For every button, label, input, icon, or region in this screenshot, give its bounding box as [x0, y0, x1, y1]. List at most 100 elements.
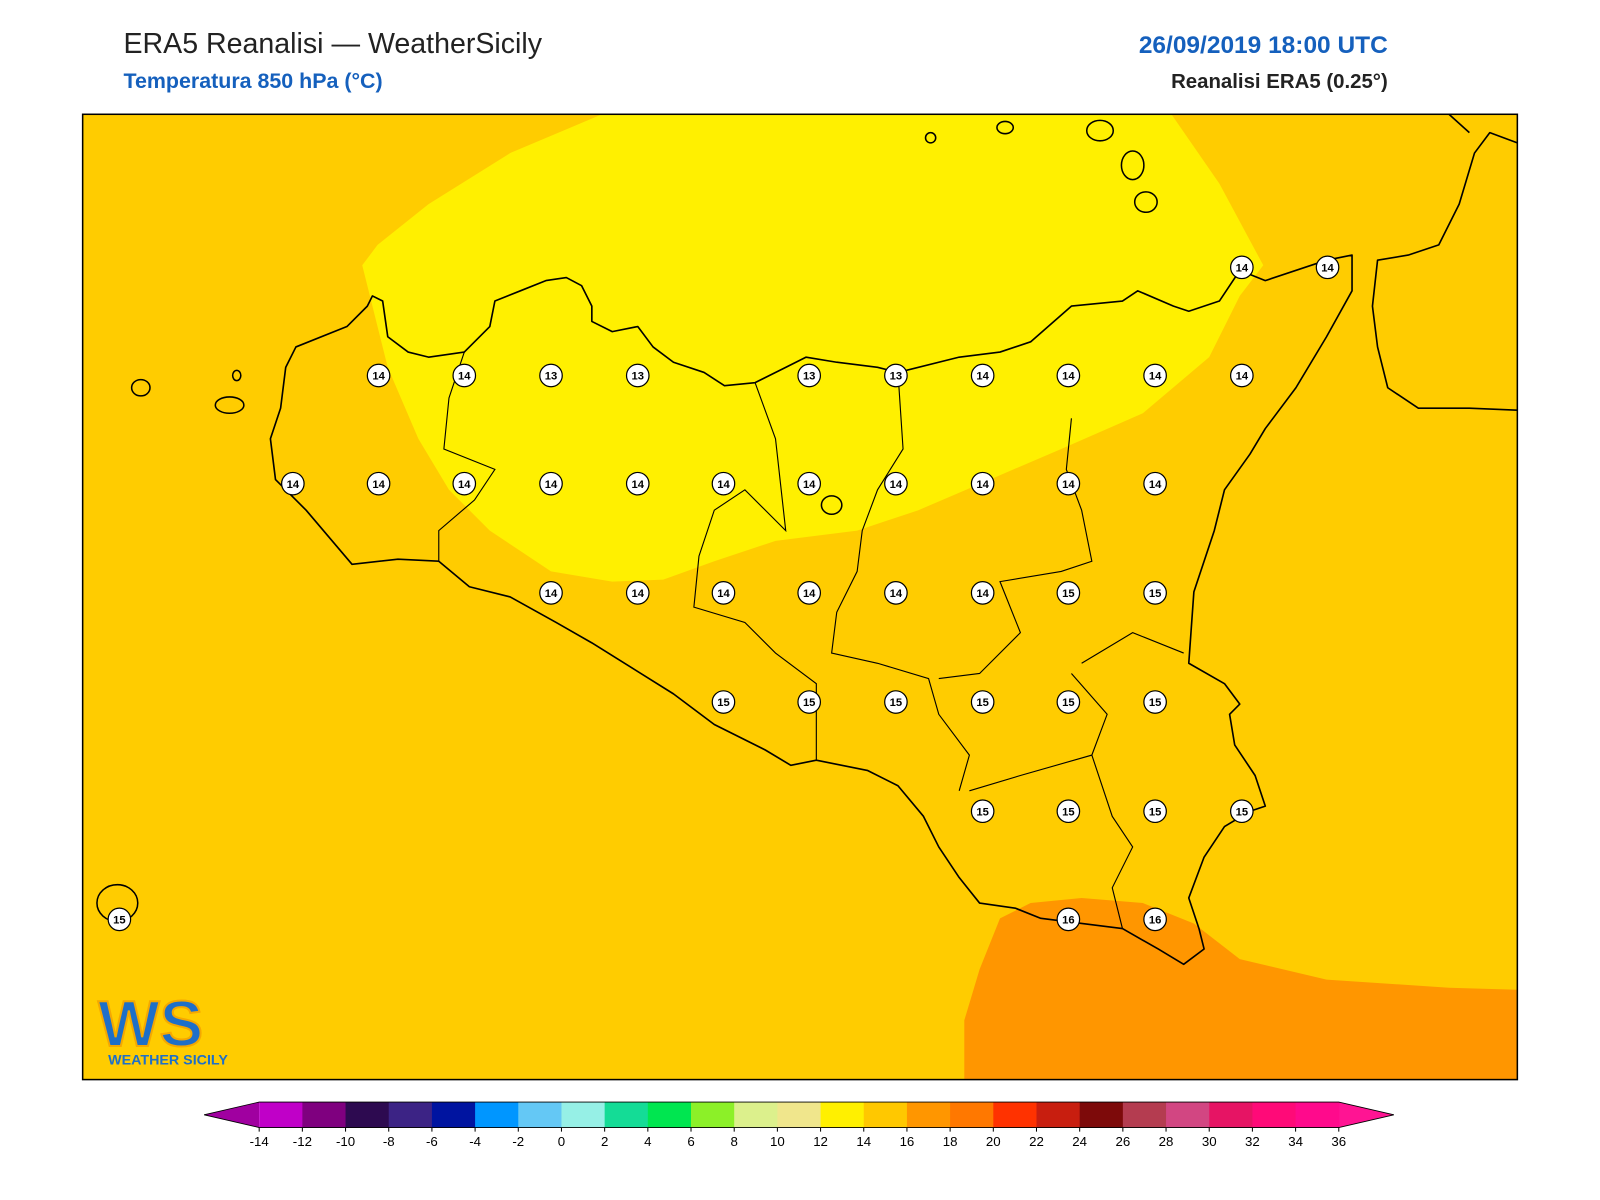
station-marker: [452, 363, 477, 388]
station-marker: [797, 581, 822, 605]
station-marker: [970, 471, 995, 496]
station-value: 14: [1149, 371, 1162, 383]
station-marker: [797, 471, 822, 496]
colorbar-tick-label: 18: [943, 1134, 958, 1149]
station-value: 14: [1149, 479, 1162, 491]
station-value: 14: [803, 588, 816, 600]
colorbar-tick-label: 34: [1288, 1134, 1303, 1149]
station-value: 14: [458, 479, 471, 491]
colorbar-tick-label: -8: [383, 1134, 395, 1149]
colorbar-segment: [388, 1102, 433, 1128]
station-value: 14: [1321, 262, 1334, 274]
colorbar-over: [1338, 1102, 1394, 1128]
station-value: 13: [803, 371, 815, 383]
station-value: 14: [717, 588, 730, 600]
station-marker: [1143, 907, 1167, 932]
colorbar-segment: [734, 1102, 778, 1128]
station-marker: [625, 363, 650, 388]
field-12-14: [362, 114, 1264, 582]
station-value: 13: [545, 371, 557, 383]
station-marker: [884, 690, 908, 714]
station-marker: [711, 581, 736, 605]
station-marker: [366, 363, 391, 388]
colorbar-tick-label: -6: [426, 1134, 438, 1149]
station-marker: [970, 363, 995, 388]
station-marker: [1056, 363, 1081, 388]
station-marker: [711, 690, 736, 714]
station-marker: [281, 471, 305, 496]
station-value: 15: [803, 697, 815, 709]
colorbar-segment: [1122, 1102, 1167, 1128]
colorbar-tick-label: 24: [1072, 1134, 1087, 1149]
station-marker: [1143, 471, 1167, 496]
colorbar-segment: [302, 1102, 347, 1128]
source: Reanalisi ERA5 (0.25°): [1171, 71, 1388, 93]
station-value: 14: [976, 588, 989, 600]
colorbar-tick-label: 30: [1202, 1134, 1217, 1149]
station-value: 15: [717, 697, 729, 709]
station-value: 14: [1062, 371, 1075, 383]
station-marker: [1056, 581, 1081, 605]
station-marker: [366, 471, 391, 496]
station-marker: [1230, 363, 1254, 388]
station-value: 15: [890, 697, 902, 709]
station-value: 14: [976, 371, 989, 383]
colorbar-tick-label: -4: [469, 1134, 481, 1149]
station-marker: [884, 581, 908, 605]
station-marker: [1230, 799, 1254, 824]
colorbar-tick-label: -10: [336, 1134, 355, 1149]
station-value: 14: [632, 479, 645, 491]
station-value: 14: [545, 479, 558, 491]
colorbar-segment: [691, 1102, 735, 1128]
datetime: 26/09/2019 18:00 UTC: [1139, 32, 1388, 59]
islands: [96, 119, 1158, 923]
station-value: 15: [1149, 588, 1161, 600]
coastline-sicily: [269, 254, 1353, 966]
map-frame: [81, 113, 1519, 1081]
station-marker: [970, 690, 995, 714]
station-marker: [970, 799, 995, 824]
colorbar-segment: [475, 1102, 519, 1128]
colorbar: -14 -12 -10 -8 -6 -4 -2 0 2 4 6 8 10 12 14 16 18 20 22 24 26…: [203, 1101, 1394, 1149]
coastline-calabria: [1371, 113, 1518, 412]
title: ERA5 Reanalisi — WeatherSicily: [123, 28, 542, 60]
station-value: 14: [1062, 479, 1075, 491]
station-marker: [625, 581, 650, 605]
station-value: 14: [976, 479, 989, 491]
station-marker: [1143, 690, 1167, 714]
station-marker: [797, 690, 822, 714]
colorbar-tick-label: 2: [601, 1134, 608, 1149]
province-borders: [438, 351, 1184, 929]
colorbar-tick-label: 4: [644, 1134, 651, 1149]
station-value: 14: [458, 371, 471, 383]
colorbar-under: [204, 1102, 260, 1128]
colorbar-segment: [1252, 1102, 1297, 1128]
station-value: 14: [545, 588, 558, 600]
station-value: 14: [1236, 262, 1249, 274]
colorbar-tick-label: -2: [512, 1134, 524, 1149]
station-marker: [1315, 255, 1340, 280]
station-marker: [797, 363, 822, 388]
colorbar-tick-label: 10: [770, 1134, 785, 1149]
colorbar-segment: [647, 1102, 692, 1128]
colorbar-segment: [950, 1102, 994, 1128]
station-marker: [539, 363, 563, 388]
colorbar-tick-label: 8: [731, 1134, 738, 1149]
station-marker: [1056, 471, 1081, 496]
colorbar-segment: [820, 1102, 865, 1128]
colorbar-segment: [431, 1102, 476, 1128]
colorbar-segment: [906, 1102, 951, 1128]
colorbar-tick-label: 32: [1245, 1134, 1260, 1149]
colorbar-segment: [777, 1102, 822, 1128]
colorbar-tick-label: -12: [293, 1134, 312, 1149]
station-value: 14: [890, 479, 903, 491]
colorbar-segment: [561, 1102, 606, 1128]
colorbar-segment: [604, 1102, 649, 1128]
station-value: 14: [372, 371, 385, 383]
colorbar-segment: [345, 1102, 390, 1128]
colorbar-tick-label: -14: [250, 1134, 269, 1149]
colorbar-segment: [259, 1102, 303, 1128]
station-marker: [1056, 907, 1081, 932]
colorbar-segment: [1166, 1102, 1210, 1128]
station-value: 14: [717, 479, 730, 491]
